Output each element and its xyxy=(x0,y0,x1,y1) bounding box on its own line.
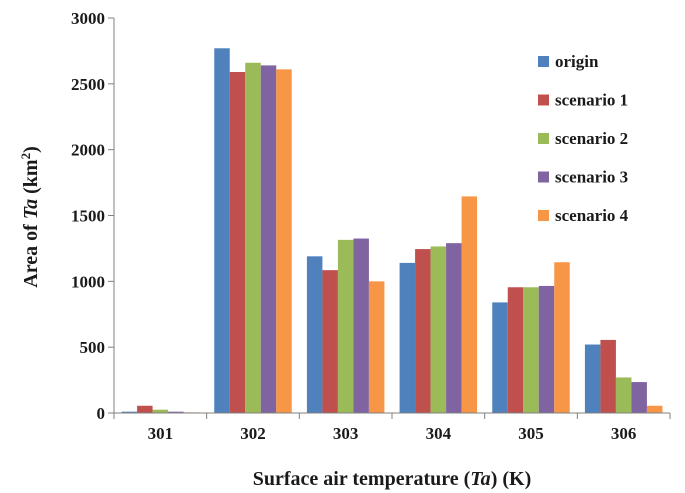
legend-swatch-3 xyxy=(538,133,549,144)
x-tick-label-305: 305 xyxy=(518,424,544,443)
legend-swatch-5 xyxy=(538,210,549,221)
bars-layer xyxy=(121,48,663,414)
y-tick-label-1000: 1000 xyxy=(71,272,105,291)
y-tick-label-2000: 2000 xyxy=(71,141,105,160)
bar-301-s2 xyxy=(137,405,153,413)
y-axis-title: Area of Ta (km2) xyxy=(18,146,43,288)
legend-label-4: scenario 3 xyxy=(555,168,628,187)
bar-303-s1 xyxy=(306,256,323,413)
bar-302-s4 xyxy=(260,65,277,414)
bar-302-s2 xyxy=(229,71,246,413)
bar-305-s4 xyxy=(538,285,555,413)
x-tick-labels: 301 302 303 304 305 306 xyxy=(148,424,637,443)
bar-304-s4 xyxy=(446,243,462,413)
bar-305-s3 xyxy=(523,287,539,413)
bar-301-s1 xyxy=(121,411,138,413)
y-tick-label-3000: 3000 xyxy=(71,9,105,28)
bar-304-s2 xyxy=(415,249,431,413)
legend-swatch-4 xyxy=(538,171,549,183)
bar-306-s1 xyxy=(584,344,601,413)
bar-302-s5 xyxy=(276,69,292,413)
y-tick-label-500: 500 xyxy=(80,338,106,357)
bar-305-s2 xyxy=(507,287,524,413)
y-tick-label-1500: 1500 xyxy=(71,207,105,226)
bar-304-s1 xyxy=(399,262,416,413)
bar-303-s5 xyxy=(368,281,385,413)
legend-label-3: scenario 2 xyxy=(555,129,628,148)
legend-label-5: scenario 4 xyxy=(555,206,629,225)
bar-304-s3 xyxy=(430,246,447,413)
y-tick-label-0: 0 xyxy=(97,404,106,423)
legend-label-1: origin xyxy=(555,52,599,71)
bar-305-s5 xyxy=(554,262,570,413)
y-tick-labels: 0 500 1000 1500 2000 2500 3000 xyxy=(71,9,105,423)
legend: origin scenario 1 scenario 2 scenario 3 scen… xyxy=(538,52,629,225)
x-axis-title: Surface air temperature (Ta) (K) xyxy=(253,468,531,490)
y-tick-label-2500: 2500 xyxy=(71,75,105,94)
bar-302-s1 xyxy=(214,48,230,413)
bar-303-s3 xyxy=(337,239,354,413)
bar-306-s4 xyxy=(631,382,647,413)
legend-swatch-1 xyxy=(538,56,549,67)
x-tick-label-303: 303 xyxy=(333,424,359,443)
bar-303-s4 xyxy=(353,238,369,413)
bar-306-s3 xyxy=(615,377,632,413)
x-tick-label-302: 302 xyxy=(240,424,266,443)
bar-303-s2 xyxy=(322,270,338,413)
x-tick-label-304: 304 xyxy=(426,424,452,443)
axes-layer xyxy=(108,17,671,419)
bar-305-s1 xyxy=(492,302,508,413)
bar-302-s3 xyxy=(245,62,261,414)
legend-label-2: scenario 1 xyxy=(555,91,628,110)
bar-306-s2 xyxy=(600,339,616,413)
bar-304-s5 xyxy=(461,196,478,413)
bar-301-s4 xyxy=(168,411,184,413)
x-tick-label-306: 306 xyxy=(611,424,637,443)
bar-306-s5 xyxy=(646,405,663,413)
bar-301-s3 xyxy=(152,409,169,413)
legend-swatch-2 xyxy=(538,94,549,106)
x-tick-label-301: 301 xyxy=(148,424,174,443)
